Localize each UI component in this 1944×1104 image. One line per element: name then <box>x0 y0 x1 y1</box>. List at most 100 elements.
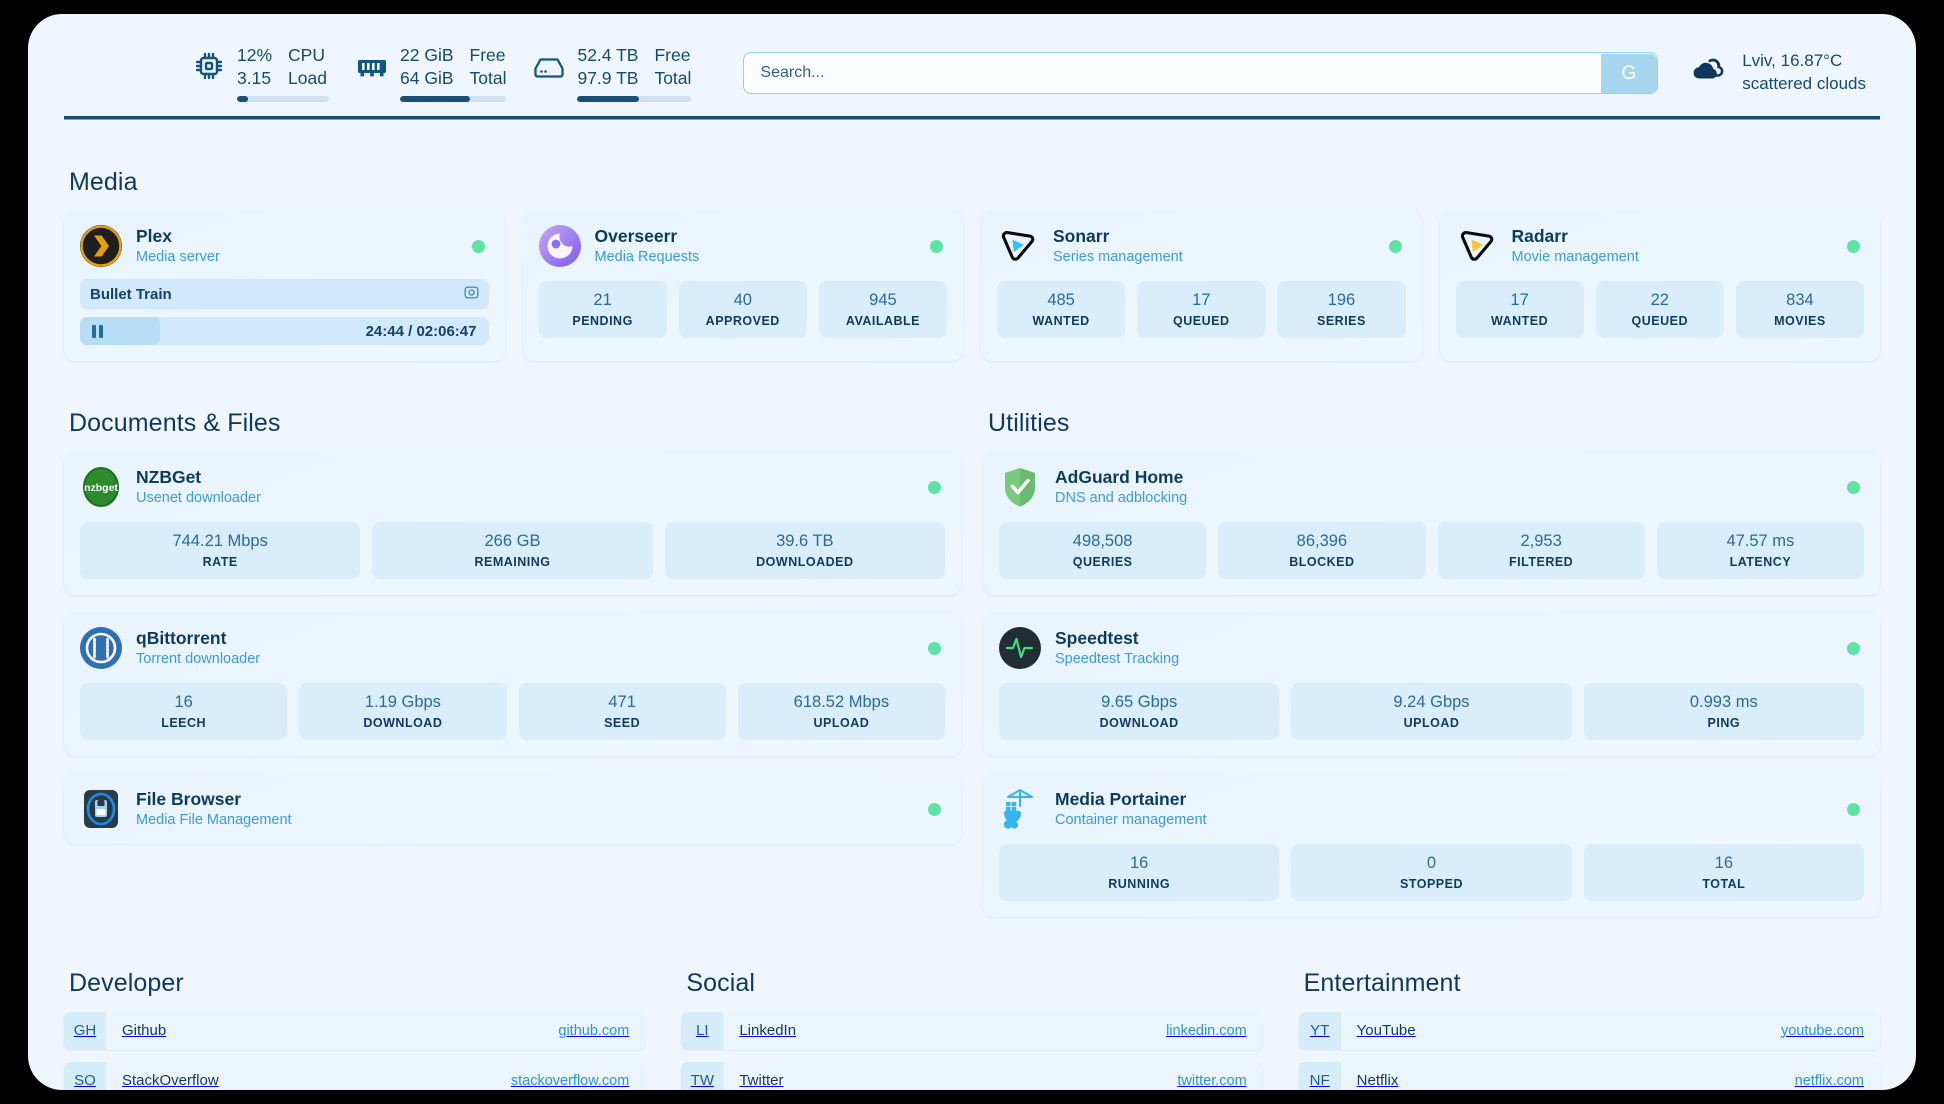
service-card-speedtest[interactable]: Speedtest Speedtest Tracking 9.65 Gbps DOWN… <box>983 613 1880 756</box>
stat-pill[interactable]: 39.6 TB DOWNLOADED <box>664 522 945 580</box>
bookmark-url: netflix.com <box>1794 1072 1864 1089</box>
dashboard-page: 12% 3.15 CPU Load 22 GiB 64 GiB Free Total 52.4 … <box>28 14 1916 1090</box>
stat-pill[interactable]: 0.993 ms PING <box>1583 683 1864 740</box>
card-header: nzbget NZBGet Usenet downloader <box>80 466 945 508</box>
service-name: File Browser <box>136 788 242 809</box>
stat-pill[interactable]: 1.19 Gbps DOWNLOAD <box>299 683 507 740</box>
speedtest-pulse-icon <box>999 627 1041 670</box>
stat-pill[interactable]: 17 WANTED <box>1455 281 1584 338</box>
service-card-radarr[interactable]: Radarr Movie management 17 WANTED 22 QUEUED 83… <box>1439 211 1880 362</box>
service-card-media-portainer[interactable]: Media Portainer Container management 16 RUN… <box>983 773 1880 917</box>
stat-pill[interactable]: 266 GB REMAINING <box>372 522 653 580</box>
stat-pill-value: 945 <box>869 291 897 310</box>
service-name: NZBGet <box>136 467 202 488</box>
utilities-cards: AdGuard Home DNS and adblocking 498,508 QUE… <box>983 452 1880 917</box>
section-title-utilities: Utilities <box>988 409 1070 438</box>
cast-icon[interactable] <box>464 285 479 304</box>
service-card-plex[interactable]: Plex Media server Bullet Train 24:44 / 02:0… <box>64 211 505 362</box>
stat-pill[interactable]: 196 SERIES <box>1277 281 1406 338</box>
radarr-icon <box>1456 225 1498 267</box>
cloud-icon <box>1688 56 1728 91</box>
bookmark-group: Social LI LinkedIn linkedin.com TW Twitter twi… <box>681 921 1263 1090</box>
stat-pill[interactable]: 22 QUEUED <box>1595 281 1724 338</box>
stat-pill-label: UPLOAD <box>1403 715 1460 730</box>
stat-progress-bar <box>577 95 692 102</box>
search-bar: G <box>743 52 1659 94</box>
stat-pill[interactable]: 834 MOVIES <box>1735 281 1865 338</box>
stat-progress-bar <box>400 95 507 102</box>
search-submit-button[interactable]: G <box>1600 53 1657 93</box>
service-card-qbittorrent[interactable]: qBittorrent Torrent downloader 16 LEECH 1.19… <box>64 613 961 756</box>
stats-row: 17 WANTED 22 QUEUED 834 MOVIES <box>1455 281 1865 338</box>
bookmark-name: LinkedIn <box>739 1022 797 1040</box>
stat-value-primary: 52.4 TB <box>577 45 639 66</box>
now-playing-title: Bullet Train <box>90 285 172 303</box>
bookmark-item[interactable]: LI LinkedIn linkedin.com <box>681 1011 1263 1050</box>
stat-pill[interactable]: 498,508 QUERIES <box>999 522 1207 580</box>
bookmarks-grid: Developer GH Github github.com SO StackOverfl… <box>64 921 1880 1090</box>
stats-row: 485 WANTED 17 QUEUED 196 SERIES <box>997 281 1406 338</box>
stat-pill[interactable]: 618.52 Mbps UPLOAD <box>737 683 945 740</box>
service-name: Overseerr <box>594 226 678 246</box>
service-card-nzbget[interactable]: nzbget NZBGet Usenet downloader 744.21 Mbps… <box>64 452 961 596</box>
card-header: Speedtest Speedtest Tracking <box>999 627 1864 670</box>
stat-value-secondary: 3.15 <box>237 68 272 88</box>
stat-pill-value: 40 <box>733 291 752 310</box>
documents-cards: nzbget NZBGet Usenet downloader 744.21 Mbps… <box>64 452 961 845</box>
stat-pill[interactable]: 21 PENDING <box>538 281 667 338</box>
sonarr-icon <box>997 225 1039 267</box>
stat-pill[interactable]: 17 QUEUED <box>1137 281 1266 338</box>
stat-pill[interactable]: 945 AVAILABLE <box>818 281 948 338</box>
stat-pill-value: 16 <box>1714 854 1733 873</box>
plex-icon <box>80 225 122 268</box>
service-card-adguard-home[interactable]: AdGuard Home DNS and adblocking 498,508 QUE… <box>983 452 1880 596</box>
stat-pill[interactable]: 47.57 ms LATENCY <box>1656 522 1864 580</box>
bookmark-item[interactable]: NF Netflix netflix.com <box>1298 1061 1880 1090</box>
bookmark-name: Github <box>122 1022 167 1040</box>
stat-pill[interactable]: 9.24 Gbps UPLOAD <box>1291 683 1572 740</box>
system-stats: 12% 3.15 CPU Load 22 GiB 64 GiB Free Total 52.4 … <box>192 44 692 102</box>
stat-pill[interactable]: 16 RUNNING <box>999 844 1280 901</box>
header: 12% 3.15 CPU Load 22 GiB 64 GiB Free Total 52.4 … <box>28 14 1916 106</box>
bookmark-item[interactable]: TW Twitter twitter.com <box>681 1061 1263 1090</box>
now-playing-time: 24:44 / 02:06:47 <box>365 322 477 340</box>
service-card-overseerr[interactable]: Overseerr Media Requests 21 PENDING 40 APPROV… <box>522 211 963 362</box>
stat-pill[interactable]: 40 APPROVED <box>678 281 807 338</box>
search-input[interactable] <box>743 52 1659 94</box>
stat-pill[interactable]: 9.65 Gbps DOWNLOAD <box>999 683 1280 740</box>
card-header: AdGuard Home DNS and adblocking <box>999 466 1864 508</box>
stat-pill[interactable]: 744.21 Mbps RATE <box>80 522 361 580</box>
stat-label-secondary: Total <box>654 68 692 88</box>
status-indicator-online <box>928 480 941 494</box>
stat-pill[interactable]: 86,396 BLOCKED <box>1218 522 1426 580</box>
bookmark-group-title: Entertainment <box>1303 968 1461 997</box>
now-playing-title-bar[interactable]: Bullet Train <box>80 279 489 310</box>
stat-pill[interactable]: 471 SEED <box>518 683 726 740</box>
stat-pill-value: 21 <box>593 291 612 310</box>
bookmark-name: Twitter <box>739 1072 784 1090</box>
bookmark-item[interactable]: GH Github github.com <box>64 1011 646 1050</box>
stat-pill[interactable]: 16 TOTAL <box>1583 844 1864 901</box>
stats-row: 21 PENDING 40 APPROVED 945 AVAILABLE <box>538 281 948 338</box>
section-title-media: Media <box>69 168 138 196</box>
stat-pill-label: PING <box>1707 715 1741 730</box>
now-playing-progress[interactable]: 24:44 / 02:06:47 <box>80 317 489 346</box>
bookmark-item[interactable]: SO StackOverflow stackoverflow.com <box>64 1061 646 1090</box>
stat-pill-label: SEED <box>604 715 641 730</box>
bookmark-url: stackoverflow.com <box>510 1072 630 1089</box>
stat-pill[interactable]: 2,953 FILTERED <box>1437 522 1645 580</box>
service-subtitle: DNS and adblocking <box>1055 490 1188 507</box>
service-name: Plex <box>136 226 172 246</box>
stat-pill[interactable]: 0 STOPPED <box>1291 844 1572 901</box>
stat-pill[interactable]: 16 LEECH <box>80 683 288 740</box>
stat-pill-label: AVAILABLE <box>845 313 921 328</box>
bookmark-url: youtube.com <box>1780 1022 1864 1039</box>
bookmark-group: Entertainment YT YouTube youtube.com NF Netfl… <box>1298 921 1880 1090</box>
bookmark-item[interactable]: YT YouTube youtube.com <box>1298 1011 1880 1050</box>
nzbget-icon: nzbget <box>80 466 122 508</box>
stat-pill-label: MOVIES <box>1774 313 1826 328</box>
service-card-sonarr[interactable]: Sonarr Series management 485 WANTED 17 QUEUED… <box>981 211 1422 362</box>
stat-label-primary: Free <box>469 45 506 66</box>
service-card-file-browser[interactable]: File Browser Media File Management <box>64 773 961 845</box>
stat-pill[interactable]: 485 WANTED <box>997 281 1126 338</box>
